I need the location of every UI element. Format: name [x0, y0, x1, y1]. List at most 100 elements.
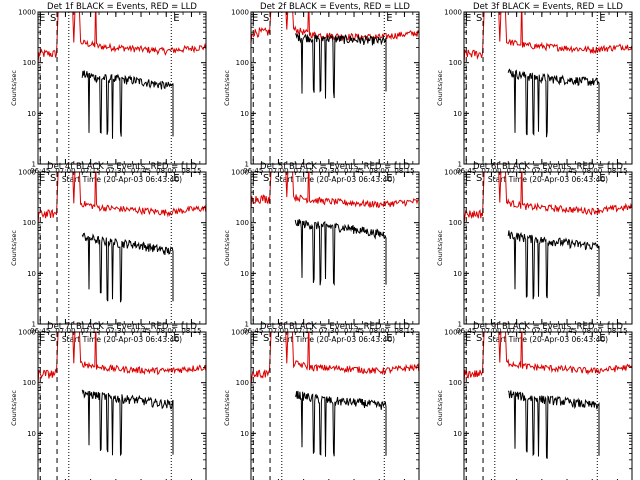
y-axis-label: Counts/sec: [10, 230, 18, 266]
plot-area: [251, 172, 419, 287]
y-tick-label: 1000: [231, 169, 249, 177]
y-tick-label: 10: [240, 270, 249, 278]
series-events-line: [81, 70, 174, 139]
y-axis-label: Counts/sec: [223, 70, 231, 106]
x-tick-label: 07:30: [319, 327, 339, 335]
plot-area: [464, 12, 632, 138]
x-tick-label: 07:00: [55, 327, 75, 335]
x-tick-label: 08:00: [582, 167, 602, 175]
y-tick-label: 100: [23, 379, 36, 387]
plot-area: [464, 332, 632, 459]
x-tick-label: 07:00: [481, 167, 501, 175]
x-axis-label: Start Time (20-Apr-03 06:43:40): [488, 175, 608, 184]
x-tick-label: 08:00: [369, 327, 389, 335]
x-axis-label: Start Time (20-Apr-03 06:43:40): [275, 335, 395, 344]
axes-frame: [250, 171, 420, 325]
x-tick-label: 07:30: [106, 327, 126, 335]
plot-area: [38, 332, 206, 457]
x-tick-label: 07:45: [344, 167, 364, 175]
axes-frame: [463, 331, 633, 480]
x-tick-label: 07:00: [268, 327, 288, 335]
axes-frame: [37, 171, 207, 325]
series-lld-line: [38, 12, 206, 66]
plot-area: [251, 332, 419, 457]
axes-frame: [250, 331, 420, 480]
axes-frame: [37, 11, 207, 165]
y-tick-label: 100: [23, 219, 36, 227]
event-marker-label: S: [50, 173, 56, 184]
event-marker-label: E: [386, 173, 392, 184]
y-tick-label: 1000: [444, 169, 462, 177]
series-events-line: [507, 390, 600, 459]
x-axis-label: Start Time (20-Apr-03 06:43:40): [275, 175, 395, 184]
series-lld-line: [38, 172, 206, 226]
event-marker-label: E: [465, 333, 471, 344]
event-marker-label: E: [386, 13, 392, 24]
panel-title: Det 4f BLACK = Events, RED = LLD: [47, 162, 197, 172]
event-marker-label: E: [252, 173, 258, 184]
y-tick-label: 1000: [18, 169, 36, 177]
event-marker-label: S: [476, 333, 482, 344]
y-tick-label: 1000: [18, 329, 36, 337]
x-axis-label: Start Time (20-Apr-03 06:43:40): [488, 335, 608, 344]
event-marker-label: E: [39, 333, 45, 344]
x-tick-label: 06:45: [30, 167, 50, 175]
y-tick-label: 1000: [444, 329, 462, 337]
x-tick-label: 08:15: [607, 327, 627, 335]
x-tick-label: 07:15: [81, 167, 101, 175]
x-tick-label: 06:45: [243, 327, 263, 335]
axes-frame: [37, 331, 207, 480]
series-events-line: [294, 390, 387, 457]
x-tick-label: 07:30: [532, 167, 552, 175]
plot-area: [38, 12, 206, 139]
series-lld-line: [464, 12, 632, 66]
y-tick-label: 1000: [18, 9, 36, 17]
y-tick-label: 100: [449, 379, 462, 387]
panel-title: Det 3f BLACK = Events, RED = LLD: [473, 2, 623, 12]
y-tick-label: 1: [245, 321, 249, 329]
detector-panel-9: Det 9f BLACK = Events, RED = LLDESE11010…: [436, 322, 633, 480]
y-axis-label: Counts/sec: [436, 390, 444, 426]
series-events-line: [507, 230, 600, 300]
y-tick-label: 100: [23, 59, 36, 67]
y-tick-label: 10: [453, 270, 462, 278]
event-marker-label: S: [263, 13, 269, 24]
plot-area: [38, 172, 206, 303]
event-marker-label: E: [39, 173, 45, 184]
axes-frame: [463, 11, 633, 165]
event-marker-label: E: [39, 13, 45, 24]
panel-title: Det 2f BLACK = Events, RED = LLD: [260, 2, 410, 12]
series-events-line: [295, 33, 387, 99]
event-marker-label: E: [252, 13, 258, 24]
x-tick-label: 07:15: [294, 327, 314, 335]
series-lld-line: [464, 332, 632, 386]
x-tick-label: 07:00: [55, 167, 75, 175]
series-lld-line: [464, 172, 632, 226]
x-tick-label: 06:45: [456, 167, 476, 175]
event-marker-label: E: [386, 333, 392, 344]
plot-area: [464, 172, 632, 300]
series-events-line: [81, 232, 174, 303]
y-tick-label: 1: [32, 161, 36, 169]
series-events-line: [294, 219, 387, 287]
panel-title: Det 8f BLACK = Events, RED = LLD: [260, 322, 410, 332]
x-tick-label: 07:45: [557, 167, 577, 175]
x-tick-label: 07:15: [507, 167, 527, 175]
y-tick-label: 10: [240, 110, 249, 118]
x-tick-label: 08:00: [582, 327, 602, 335]
x-tick-label: 08:00: [369, 167, 389, 175]
event-marker-label: S: [50, 13, 56, 24]
y-tick-label: 1: [245, 161, 249, 169]
y-tick-label: 10: [453, 430, 462, 438]
series-events-line: [81, 389, 174, 457]
event-marker-label: E: [465, 173, 471, 184]
y-tick-label: 10: [240, 430, 249, 438]
event-marker-label: E: [173, 13, 179, 24]
axes-frame: [250, 11, 420, 165]
y-axis-label: Counts/sec: [436, 70, 444, 106]
y-tick-label: 100: [236, 379, 249, 387]
event-marker-label: E: [173, 333, 179, 344]
